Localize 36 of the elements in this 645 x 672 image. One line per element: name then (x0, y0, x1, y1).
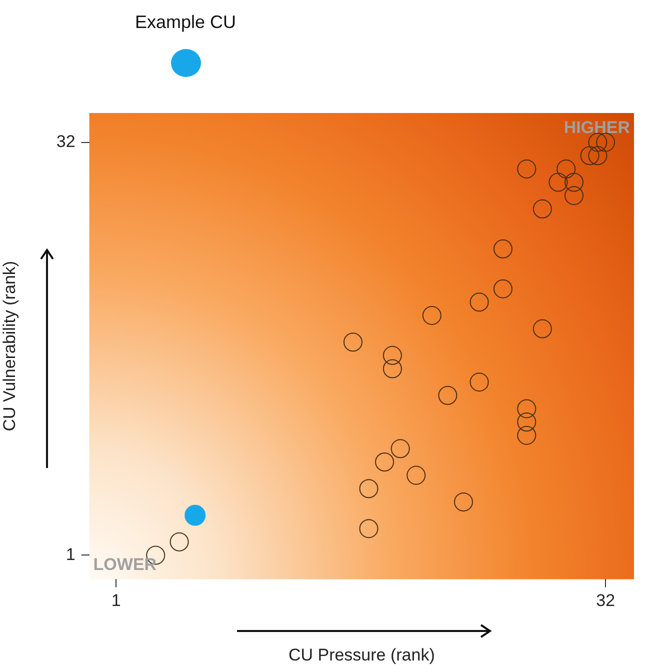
point (382, 346, 402, 365)
point (596, 132, 616, 152)
x-axis-title: CU Pressure (rank) (288, 645, 435, 664)
point (532, 319, 552, 338)
point (470, 372, 489, 392)
point (517, 159, 536, 178)
y-axis-title: CU Vulnerability (rank) (0, 260, 19, 432)
point (588, 132, 608, 152)
point (517, 426, 536, 445)
point (359, 479, 378, 498)
point (390, 439, 410, 458)
point (556, 159, 576, 178)
point (438, 386, 458, 405)
annotation: LOWER (93, 555, 157, 576)
point (532, 199, 552, 218)
point (422, 306, 442, 325)
point (359, 519, 378, 538)
point (564, 186, 584, 206)
point (493, 239, 512, 258)
text: Example CU (135, 12, 236, 33)
point (170, 532, 189, 552)
point (454, 492, 473, 512)
point (517, 399, 536, 418)
point (382, 359, 402, 378)
point (343, 332, 362, 352)
point (406, 466, 426, 485)
point (493, 279, 512, 298)
point (517, 412, 536, 432)
point (548, 172, 568, 192)
point (580, 146, 600, 166)
point (470, 292, 489, 312)
point (564, 172, 584, 192)
annotation: HIGHER (564, 118, 630, 138)
point (375, 452, 394, 472)
point (184, 504, 206, 526)
point (588, 146, 608, 166)
